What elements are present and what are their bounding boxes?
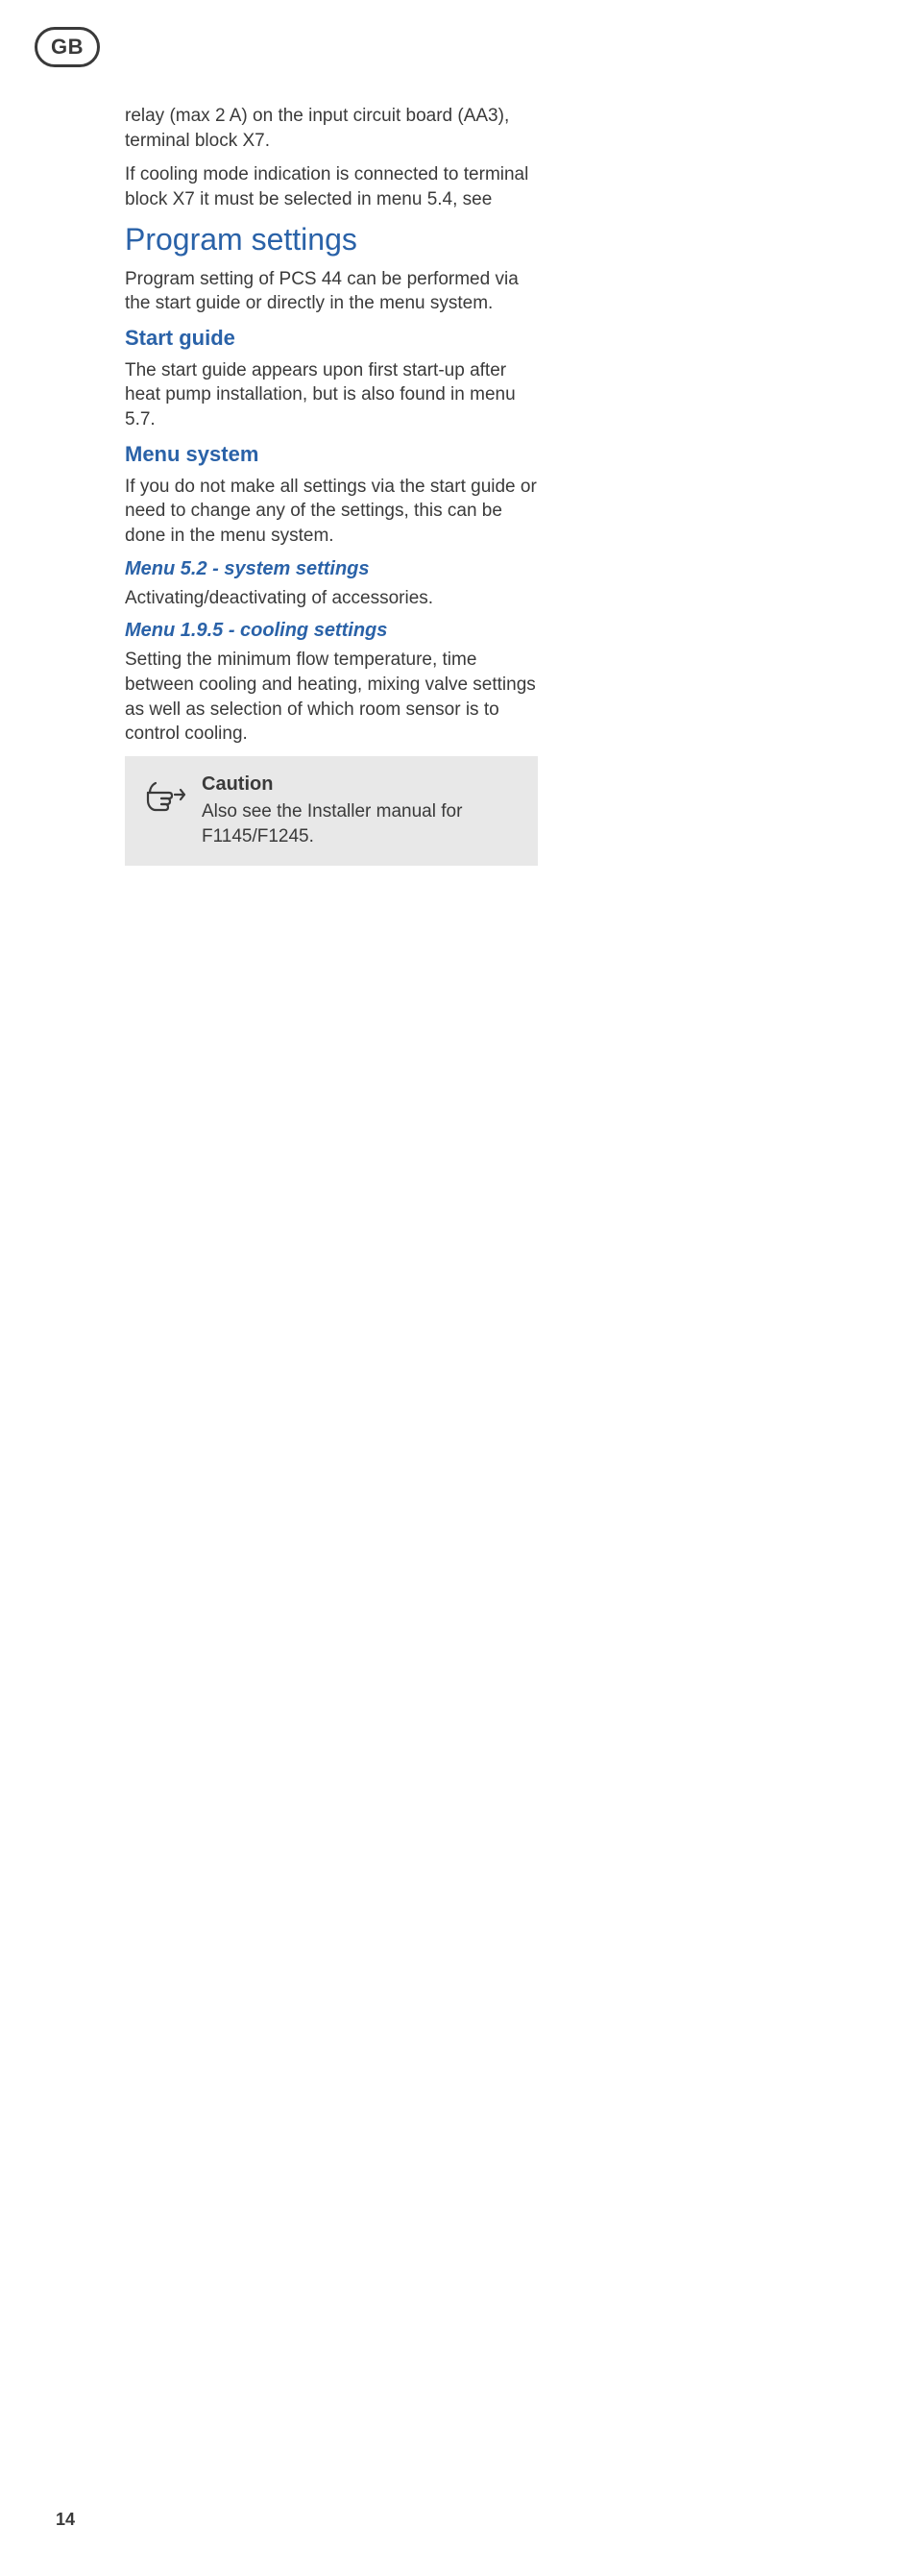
paragraph: The start guide appears upon first start… [125, 358, 538, 432]
paragraph: Program setting of PCS 44 can be perform… [125, 267, 538, 316]
paragraph: If cooling mode indication is connected … [125, 162, 538, 211]
paragraph: If you do not make all settings via the … [125, 475, 538, 549]
menu-heading: Menu 5.2 - system settings [125, 558, 538, 580]
callout-title: Caution [202, 773, 521, 796]
main-column: relay (max 2 A) on the input circuit boa… [125, 104, 538, 866]
language-badge: GB [35, 27, 100, 67]
paragraph: relay (max 2 A) on the input circuit boa… [125, 104, 538, 153]
language-code: GB [51, 35, 84, 60]
callout-body: Caution Also see the Installer manual fo… [202, 773, 521, 848]
menu-heading: Menu 1.9.5 - cooling settings [125, 620, 538, 642]
subsection-heading: Start guide [125, 326, 538, 351]
subsection-heading: Menu system [125, 442, 538, 467]
section-heading: Program settings [125, 222, 538, 258]
callout-text: Also see the Installer manual for F1145/… [202, 799, 521, 848]
document-page: GB relay (max 2 A) on the input circuit … [0, 0, 922, 2576]
paragraph: Setting the minimum flow temperature, ti… [125, 648, 538, 747]
paragraph: Activating/deactivating of accessories. [125, 586, 538, 611]
caution-callout: Caution Also see the Installer manual fo… [125, 756, 538, 866]
pointing-hand-icon [142, 773, 188, 816]
page-number: 14 [56, 2510, 75, 2530]
